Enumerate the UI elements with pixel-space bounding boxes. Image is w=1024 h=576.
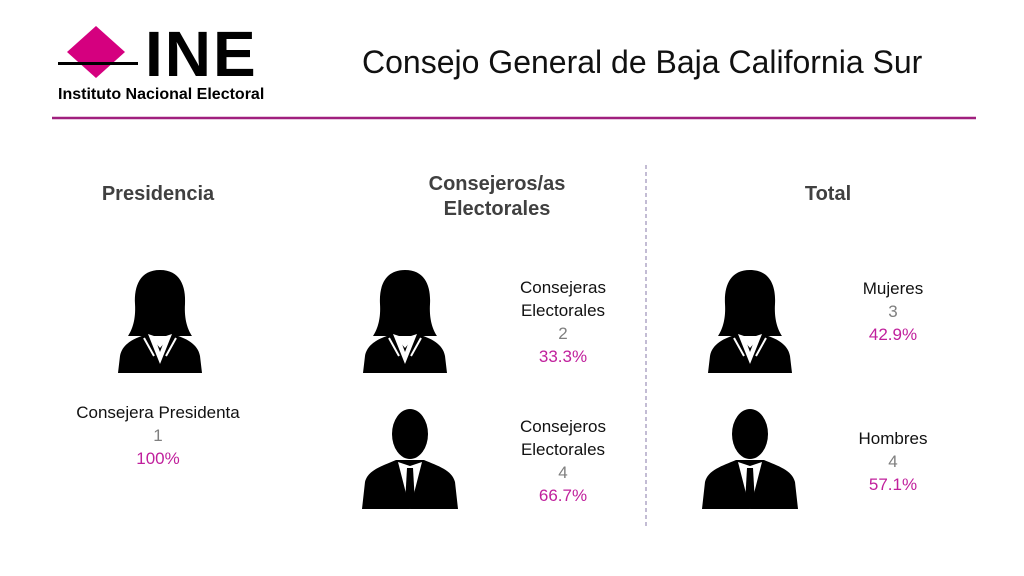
group: Hombres 4 57.1% bbox=[833, 427, 953, 496]
group: Consejeros Electorales 4 66.7% bbox=[503, 415, 623, 507]
group-percent: 57.1% bbox=[868, 475, 918, 494]
group-count: 2 bbox=[558, 324, 568, 343]
group-percent: 100% bbox=[136, 449, 180, 468]
logo-diamond bbox=[67, 26, 125, 78]
logo-name: Instituto Nacional Electoral bbox=[58, 86, 265, 103]
group-count: 4 bbox=[558, 463, 568, 482]
woman-icon bbox=[117, 269, 203, 373]
group-count: 3 bbox=[888, 302, 898, 321]
group-label: Hombres bbox=[858, 429, 928, 448]
title: Consejo General de Baja California Sur bbox=[362, 44, 923, 80]
logo-mark: INE bbox=[145, 18, 258, 90]
group-percent: 66.7% bbox=[538, 486, 588, 505]
group-count: 1 bbox=[153, 426, 163, 445]
group-label: Consejera Presidenta bbox=[76, 403, 240, 422]
man-icon bbox=[702, 409, 798, 509]
group: Consejeras Electorales 2 33.3% bbox=[503, 276, 623, 368]
section-heading: Total bbox=[804, 183, 852, 205]
group-percent: 42.9% bbox=[868, 325, 918, 344]
group: Consejera Presidenta 1 100% bbox=[48, 401, 268, 470]
woman-icon bbox=[707, 269, 793, 373]
group-label: Mujeres bbox=[862, 279, 924, 298]
man-icon bbox=[362, 409, 458, 509]
woman-icon bbox=[362, 269, 448, 373]
section-heading: Presidencia bbox=[101, 183, 215, 205]
group: Mujeres 3 42.9% bbox=[833, 277, 953, 346]
logo-bar bbox=[58, 62, 138, 65]
group-percent: 33.3% bbox=[538, 347, 588, 366]
section-heading: Consejeros/as Electorales bbox=[428, 173, 566, 220]
group-label: Consejeros Electorales bbox=[520, 417, 606, 459]
group-count: 4 bbox=[888, 452, 898, 471]
group-label: Consejeras Electorales bbox=[520, 278, 606, 320]
